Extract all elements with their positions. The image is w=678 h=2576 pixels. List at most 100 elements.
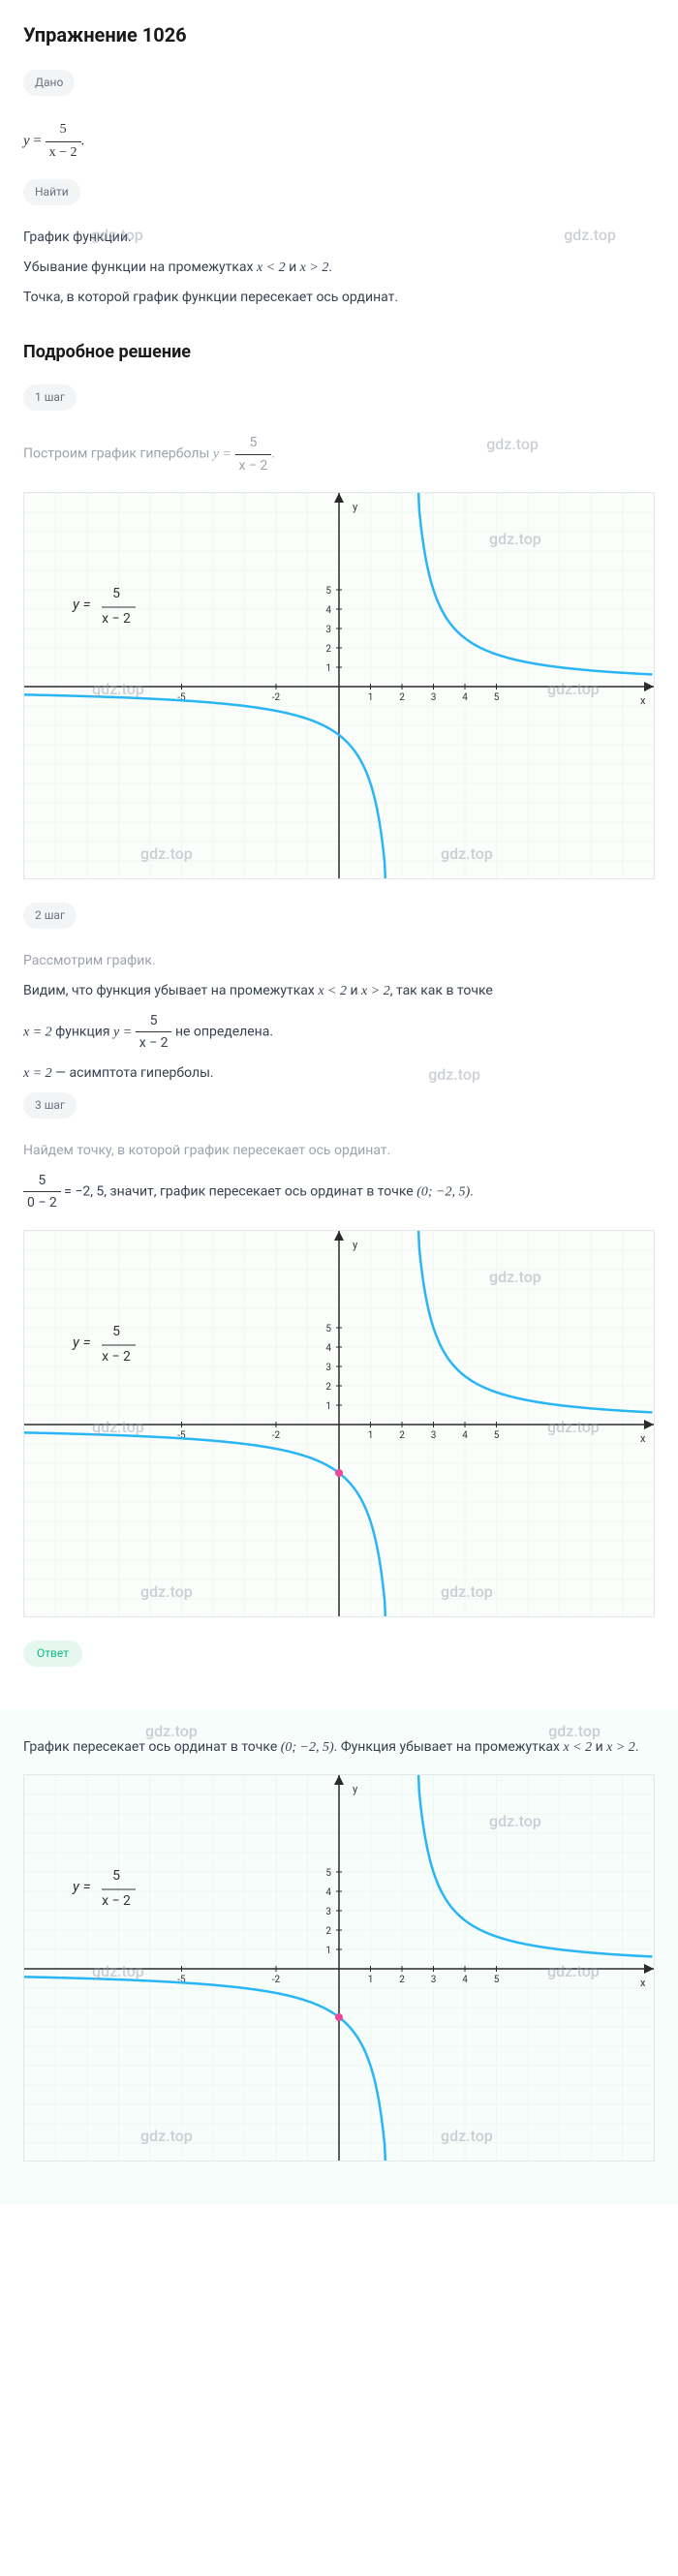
svg-text:5: 5 [112, 586, 120, 601]
step2-text1: Рассмотрим график. [23, 950, 655, 971]
solution-title: Подробное решение [23, 339, 655, 367]
find-line-2: Убывание функции на промежутках x < 2 и … [23, 257, 655, 279]
math: (0; −2, 5) [416, 1184, 470, 1199]
find-pill: Найти [23, 179, 80, 205]
svg-text:5: 5 [112, 1324, 120, 1339]
text: и [347, 983, 361, 998]
svg-text:5: 5 [325, 1868, 331, 1879]
svg-text:3: 3 [431, 1975, 437, 1985]
svg-text:5: 5 [494, 1430, 500, 1441]
answer-pill: Ответ [23, 1641, 82, 1667]
text: График пересекает ось ординат в точке [23, 1739, 281, 1755]
svg-text:5: 5 [112, 1868, 120, 1884]
svg-text:1: 1 [325, 1401, 331, 1412]
svg-text:2: 2 [399, 1975, 405, 1985]
math: x > 2 [606, 1740, 635, 1755]
text: , так как в точке [390, 983, 493, 998]
svg-text:x − 2: x − 2 [102, 611, 131, 627]
math: x > 2 [361, 984, 390, 998]
text: . Функция убывает на промежутках [334, 1739, 564, 1755]
math: x > 2 [300, 261, 329, 275]
svg-text:y =: y = [72, 596, 91, 613]
svg-text:2: 2 [399, 692, 405, 703]
den: x − 2 [235, 455, 272, 476]
fraction: 5x − 2 [136, 1010, 172, 1055]
svg-text:3: 3 [325, 1907, 331, 1917]
den: 0 − 2 [23, 1192, 61, 1213]
math: x = 2 [23, 1066, 52, 1081]
chart-3: -5-21234512345yxy = 5x − 2gdz.topgdz.top… [23, 1774, 655, 2162]
svg-text:2: 2 [325, 644, 331, 655]
num: 5 [23, 1170, 61, 1192]
svg-text:1: 1 [368, 1975, 374, 1985]
svg-text:4: 4 [462, 1975, 468, 1985]
step3-pill: 3 шаг [23, 1092, 77, 1119]
svg-text:x: x [640, 1432, 646, 1445]
find-line-3: Точка, в которой график функции пересека… [23, 287, 655, 308]
svg-text:5: 5 [325, 586, 331, 597]
math: y = [213, 447, 235, 462]
find-line-1: График функции. [23, 227, 655, 248]
text: Построим график гиперболы [23, 446, 213, 462]
svg-text:-2: -2 [272, 1430, 281, 1441]
svg-text:3: 3 [431, 1430, 437, 1441]
text: и [286, 260, 300, 275]
text: , значит, график пересекает ось ординат … [104, 1183, 416, 1199]
math: (0; −2, 5) [281, 1740, 334, 1755]
svg-text:-2: -2 [272, 1975, 281, 1985]
svg-text:x: x [640, 694, 646, 707]
formula-denominator: x − 2 [46, 142, 81, 164]
svg-text:1: 1 [368, 692, 374, 703]
answer-box: gdz.top gdz.top График пересекает ось ор… [0, 1709, 678, 2204]
text: — асимптота гиперболы. [52, 1065, 214, 1081]
svg-text:y =: y = [72, 1334, 91, 1351]
exercise-title: Упражнение 1026 [23, 19, 655, 50]
formula-lhs: y [23, 134, 30, 149]
svg-text:2: 2 [325, 1382, 331, 1393]
svg-text:2: 2 [325, 1926, 331, 1937]
svg-text:3: 3 [325, 625, 331, 635]
step2-pill: 2 шаг [23, 903, 77, 929]
step2-text4: x = 2 — асимптота гиперболы. [23, 1062, 655, 1085]
answer-text: График пересекает ось ординат в точке (0… [23, 1736, 655, 1759]
svg-text:5: 5 [494, 692, 500, 703]
math: y = [113, 1026, 136, 1040]
svg-text:1: 1 [368, 1430, 374, 1441]
step3-calc: 50 − 2 = −2, 5, значит, график пересекае… [23, 1170, 655, 1214]
svg-text:-2: -2 [272, 692, 281, 703]
svg-text:5: 5 [325, 1324, 331, 1334]
svg-text:4: 4 [462, 1430, 468, 1441]
step3-text1: Найдем точку, в которой график пересекае… [23, 1140, 655, 1161]
svg-text:4: 4 [462, 692, 468, 703]
svg-text:x − 2: x − 2 [102, 1893, 131, 1909]
svg-text:x: x [640, 1977, 646, 1989]
math: x < 2 [318, 984, 347, 998]
step2-text2: Видим, что функция убывает на промежутка… [23, 980, 655, 1002]
svg-text:y: y [353, 1239, 358, 1251]
math: x < 2 [257, 261, 286, 275]
svg-text:5: 5 [494, 1975, 500, 1985]
svg-text:x − 2: x − 2 [102, 1349, 131, 1365]
math: x = 2 [23, 1026, 52, 1040]
svg-text:4: 4 [325, 605, 331, 616]
svg-text:1: 1 [325, 1946, 331, 1956]
svg-text:4: 4 [325, 1887, 331, 1898]
given-pill: Дано [23, 70, 75, 96]
svg-text:y: y [353, 1783, 358, 1795]
svg-text:3: 3 [431, 692, 437, 703]
svg-text:y =: y = [72, 1878, 91, 1895]
fraction: 5x − 2 [235, 432, 272, 476]
text: = −2, 5 [61, 1183, 105, 1199]
svg-text:3: 3 [325, 1363, 331, 1373]
num: 5 [136, 1010, 172, 1032]
text: и [592, 1739, 606, 1755]
step1-text: Построим график гиперболы y = 5x − 2. [23, 432, 655, 476]
svg-text:4: 4 [325, 1343, 331, 1354]
given-formula: y = 5 x − 2 . [23, 119, 655, 164]
formula-numerator: 5 [46, 119, 81, 141]
chart-1: -5-21234512345yxy = 5x − 2gdz.topgdz.top… [23, 492, 655, 879]
step2-text3: x = 2 функция y = 5x − 2 не определена. [23, 1010, 655, 1055]
svg-text:y: y [353, 501, 358, 513]
svg-text:1: 1 [325, 663, 331, 674]
svg-text:2: 2 [399, 1430, 405, 1441]
